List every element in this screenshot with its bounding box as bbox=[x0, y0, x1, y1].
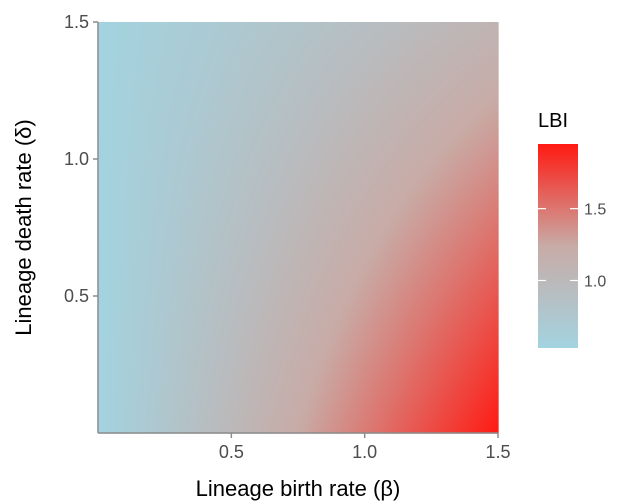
heatmap-surface bbox=[98, 22, 499, 434]
